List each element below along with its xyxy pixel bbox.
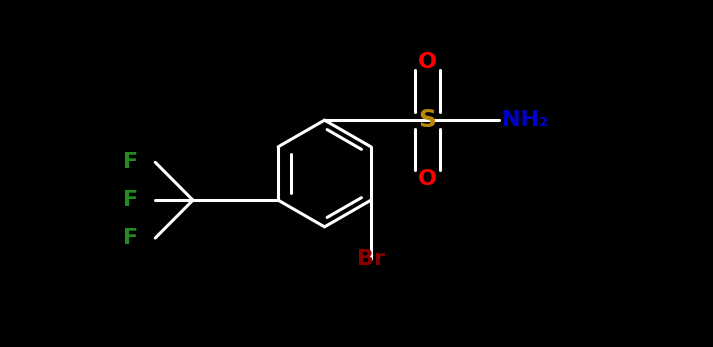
Text: F: F <box>123 152 138 172</box>
Text: S: S <box>419 108 436 132</box>
Text: Br: Br <box>357 249 385 269</box>
Text: NH₂: NH₂ <box>502 110 549 130</box>
Text: F: F <box>123 228 138 248</box>
Text: F: F <box>123 190 138 210</box>
Text: O: O <box>418 169 437 189</box>
Text: O: O <box>418 52 437 71</box>
